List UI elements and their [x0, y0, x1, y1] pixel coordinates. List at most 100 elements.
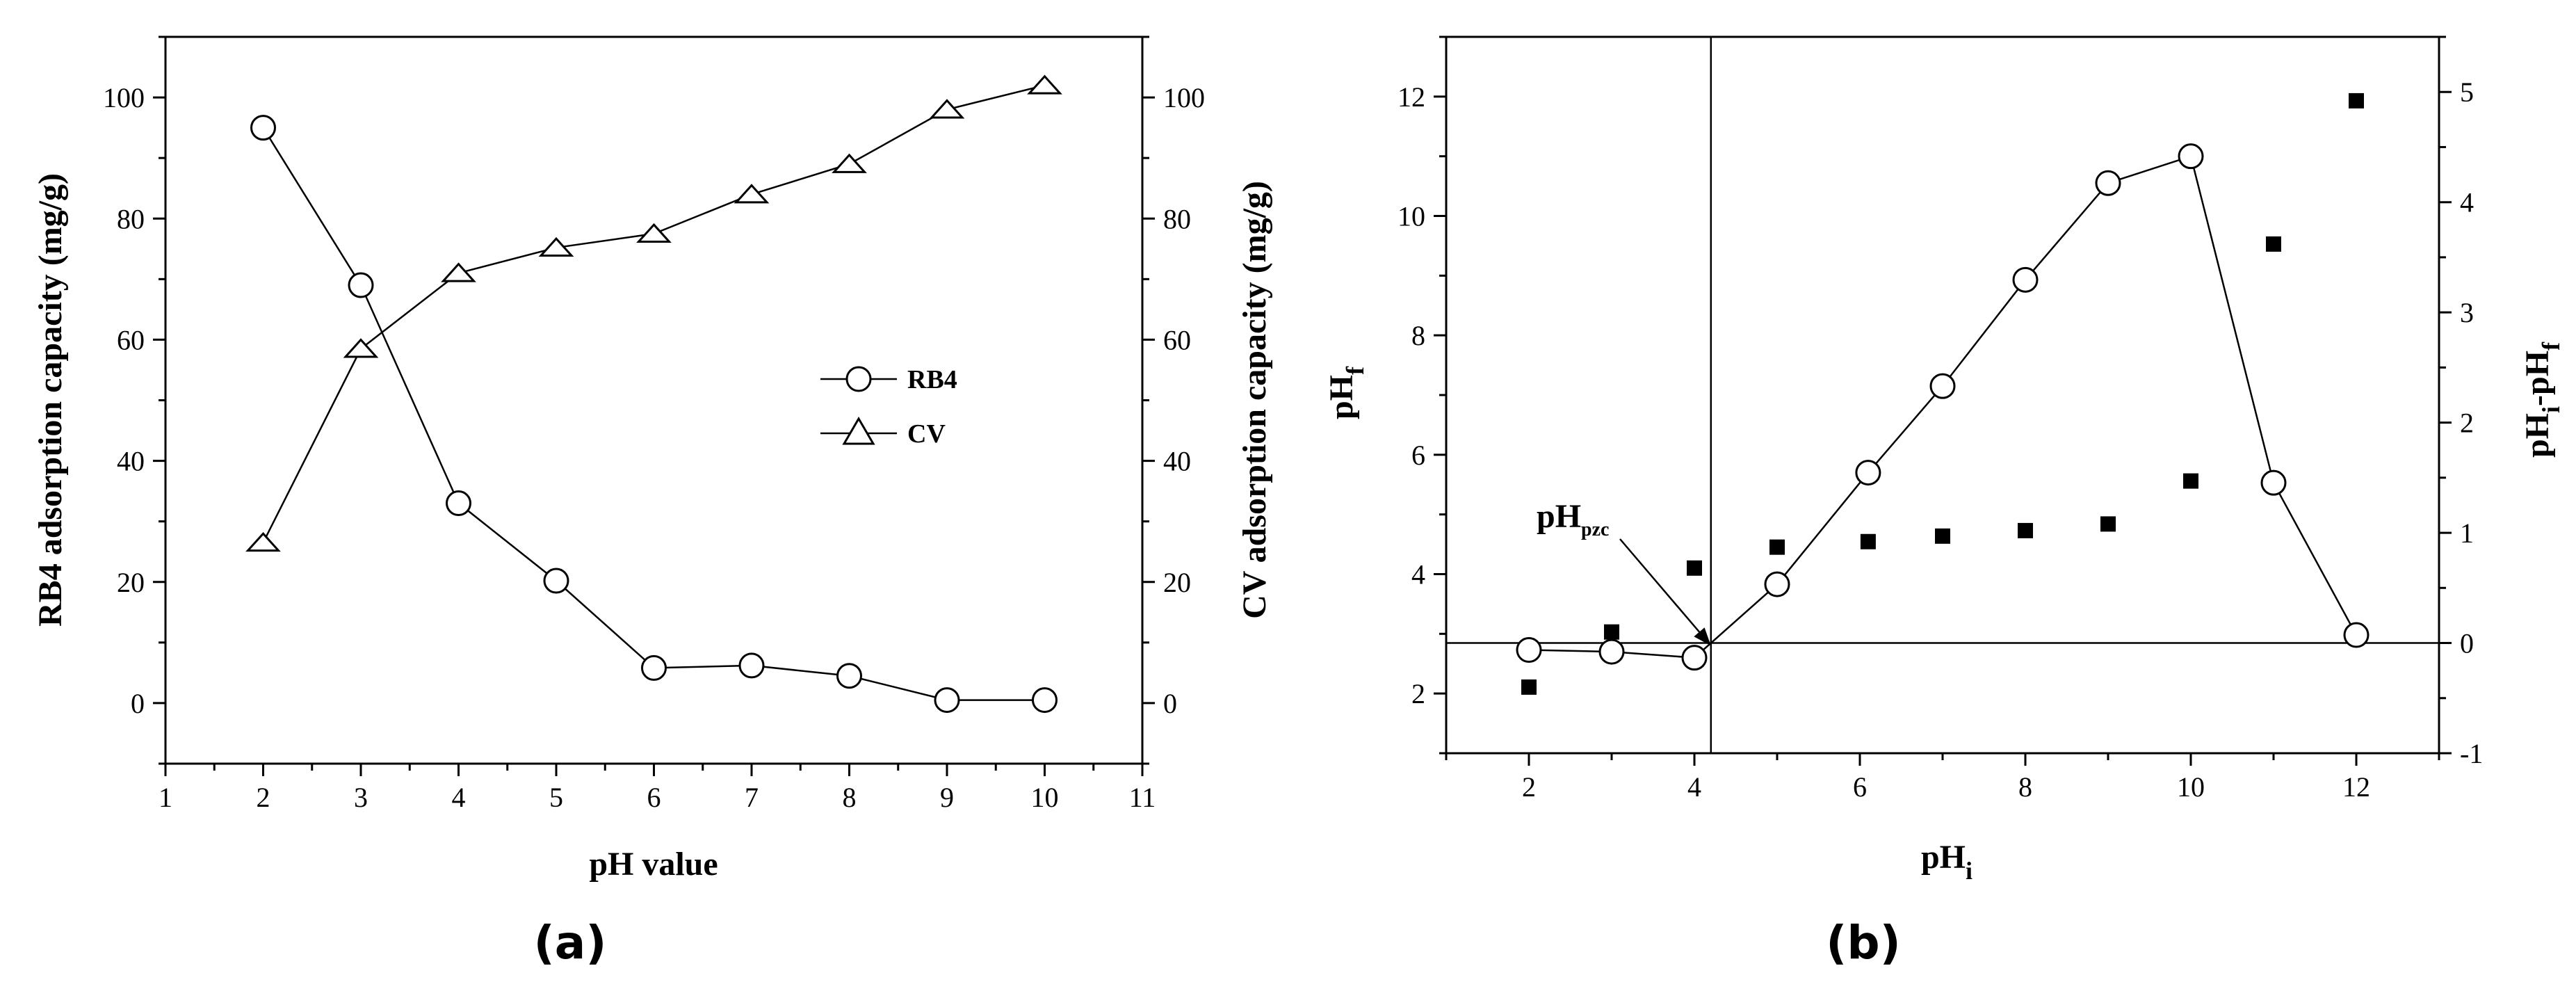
legend-cv-marker: [842, 417, 875, 445]
series-delta-ph-point: [2266, 236, 2281, 252]
series-cv-point: [636, 223, 672, 243]
chart-b-y-left-tick-label: 10: [1398, 201, 1425, 232]
chart-b-x-tick-label: 6: [1853, 771, 1867, 803]
chart-b-x-tick-label: 12: [2342, 771, 2370, 803]
chart-b-x-axis-title-sub: i: [1966, 857, 1972, 885]
series-rb4-point: [738, 652, 765, 679]
chart-b-y-axis-right-title: pHi-pHf: [2519, 341, 2565, 458]
chart-b-x-tick-label: 8: [2018, 771, 2032, 803]
chart-b-x-tick-label: 4: [1687, 771, 1701, 803]
chart-b-y-right-tick-label: 5: [2460, 77, 2474, 108]
series-cv-point: [441, 262, 476, 282]
series-phf-point: [2260, 469, 2287, 496]
series-delta-ph-point: [2183, 473, 2198, 489]
chart-a-series: [245, 74, 1062, 714]
chart-a-y-axis-right-title: CV adsorption capacity (mg/g): [1236, 181, 1273, 619]
pzc-arrow: [1619, 538, 1705, 638]
series-cv-point: [1027, 74, 1062, 95]
series-phf-point: [2178, 143, 2204, 170]
chart-a-y-right-tick-label: 100: [1163, 82, 1205, 113]
pzc-arrowhead: [1694, 627, 1711, 646]
chart-a-y-axis-right: 0 20 40 60 80 100: [1142, 35, 1205, 765]
chart-a-x-tick-label: 3: [354, 782, 368, 813]
chart-b-y-axis-left-title-main: pH: [1323, 375, 1360, 419]
chart-b-y-right-tick-label: 2: [2460, 408, 2474, 439]
series-delta-ph-point: [2100, 516, 2116, 532]
chart-b-x-axis-title: pHi: [1921, 839, 1972, 885]
chart-a-x-tick-label: 9: [940, 782, 954, 813]
series-phf-point: [1855, 460, 1881, 486]
chart-b-y-right-tick-label: 1: [2460, 517, 2474, 549]
series-phf-point: [1681, 645, 1708, 671]
chart-a-x-axis: 1 2 3 4 5 6 7 8 9 10 11: [159, 764, 1156, 813]
chart-a-y-right-tick-label: 60: [1163, 324, 1191, 355]
chart-b-y-left-tick-label: 4: [1411, 559, 1425, 590]
chart-a-x-axis-title: pH value: [589, 846, 718, 883]
chart-a-plot-frame: [164, 35, 1144, 765]
chart-b-y-axis-right-title-p1: pH: [2519, 413, 2556, 458]
series-cv-point: [832, 153, 867, 173]
chart-b-y-right-tick-label: 4: [2460, 187, 2474, 218]
series-rb4-point: [934, 687, 960, 714]
chart-b-series: [1516, 93, 2370, 695]
chart-b-pzc-annotation: pHpzc: [1537, 498, 1711, 646]
chart-a-y-left-tick-label: 60: [117, 324, 145, 355]
series-phf-point: [1516, 637, 1542, 664]
series-delta-ph-point: [1935, 528, 1950, 544]
series-phf-point: [2095, 170, 2121, 196]
chart-b-x-axis-title-main: pH: [1921, 839, 1966, 876]
chart-a-y-axis-left-title: RB4 adsorption capacity (mg/g): [32, 173, 69, 627]
series-rb4-line: [262, 127, 1045, 701]
chart-b-y-axis-right-title-p4: f: [2537, 341, 2565, 351]
series-cv-point: [734, 184, 770, 204]
chart-a-panel-label: (a): [534, 916, 607, 970]
chart-b-y-left-tick-label: 2: [1411, 678, 1425, 709]
series-phf-point: [1764, 571, 1790, 597]
chart-a-y-right-tick-label: 20: [1163, 567, 1191, 598]
chart-a-x-tick-label: 2: [257, 782, 270, 813]
series-rb4-point: [1032, 687, 1058, 714]
chart-b-y-left-tick-label: 6: [1411, 440, 1425, 471]
chart-b-y-right-tick-label: -1: [2460, 738, 2483, 769]
series-rb4-point: [446, 490, 471, 517]
series-phf-point: [1598, 638, 1625, 665]
chart-a-x-tick-label: 4: [452, 782, 466, 813]
chart-a-y-left-tick-label: 100: [103, 82, 145, 113]
chart-a-x-tick-label: 1: [159, 782, 172, 813]
series-delta-ph-point: [1604, 624, 1619, 640]
chart-b-y-axis-left-title: pHf: [1323, 366, 1369, 419]
chart-a-x-tick-label: 8: [843, 782, 857, 813]
chart-b-panel-label: (b): [1826, 916, 1901, 970]
series-rb4-point: [250, 115, 276, 141]
series-rb4-point: [348, 272, 374, 298]
chart-a-x-tick-label: 11: [1129, 782, 1156, 813]
legend-cv-label: CV: [907, 419, 946, 449]
series-cv-point: [929, 99, 965, 119]
chart-b-y-axis-right-title-p2: i: [2537, 406, 2565, 413]
series-rb4-point: [543, 568, 569, 594]
series-phf-point: [1929, 373, 1956, 399]
chart-a-x-tick-label: 7: [745, 782, 759, 813]
chart-a-y-axis-left: 0 20 40 60 80 100: [103, 35, 165, 765]
chart-a-x-tick-label: 10: [1031, 782, 1059, 813]
series-phf-point: [2012, 266, 2039, 293]
pzc-label-main: pH: [1537, 498, 1581, 535]
series-delta-ph-point: [2349, 93, 2364, 108]
chart-b-y-left-tick-label: 12: [1398, 81, 1425, 113]
series-cv-point: [245, 531, 281, 552]
pzc-label: pHpzc: [1537, 498, 1609, 540]
series-cv-point: [343, 338, 379, 358]
chart-a-y-left-tick-label: 0: [131, 688, 145, 719]
series-delta-ph-point: [1687, 560, 1702, 576]
chart-a-y-left-tick-label: 40: [117, 446, 145, 477]
chart-a-y-right-tick-label: 0: [1163, 688, 1177, 719]
chart-b-x-tick-label: 10: [2177, 771, 2205, 803]
series-delta-ph-point: [1860, 533, 1876, 549]
chart-a-y-left-tick-label: 80: [117, 203, 145, 234]
series-delta-ph-point: [1769, 539, 1785, 555]
series-phf-point: [2343, 622, 2370, 648]
chart-b-y-axis-left: 2 4 6 8 10 12: [1398, 35, 1446, 755]
